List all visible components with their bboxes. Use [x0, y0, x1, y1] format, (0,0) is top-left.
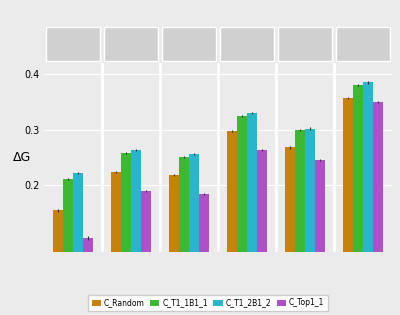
Legend: C_Random, C_T1_1B1_1, C_T1_2B1_2, C_Top1_1: C_Random, C_T1_1B1_1, C_T1_2B1_2, C_Top1…	[88, 295, 328, 311]
Text: h$^2$ 0.1: h$^2$ 0.1	[60, 45, 86, 58]
Text: h$^2$ 0.1: h$^2$ 0.1	[176, 45, 202, 58]
FancyBboxPatch shape	[162, 27, 216, 61]
Bar	[141, 191, 151, 296]
Text: r$_g$ 0.2: r$_g$ 0.2	[119, 30, 143, 43]
FancyBboxPatch shape	[278, 27, 332, 61]
Bar	[199, 194, 209, 296]
Bar	[63, 179, 73, 296]
Bar	[179, 157, 189, 296]
Text: r$_g$ 0.2: r$_g$ 0.2	[61, 30, 85, 43]
Bar	[363, 83, 373, 296]
Text: h$^2$ 0.1: h$^2$ 0.1	[292, 45, 318, 58]
Bar	[227, 131, 237, 296]
Text: h$^2$ 0.3: h$^2$ 0.3	[234, 45, 260, 58]
Text: r$_g$ 0.8: r$_g$ 0.8	[351, 30, 375, 43]
Bar	[169, 175, 179, 296]
Bar	[73, 173, 83, 296]
Bar	[305, 129, 315, 296]
Text: r$_g$ 0.8: r$_g$ 0.8	[293, 30, 317, 43]
FancyBboxPatch shape	[336, 27, 390, 61]
Bar	[343, 98, 353, 296]
Bar	[237, 116, 247, 296]
FancyBboxPatch shape	[104, 27, 158, 61]
Bar	[111, 172, 121, 296]
Bar	[285, 147, 295, 296]
Text: r$_g$ 0.5: r$_g$ 0.5	[177, 30, 201, 43]
Text: r$_g$ 0.5: r$_g$ 0.5	[235, 30, 259, 43]
Bar	[353, 85, 363, 296]
Bar	[295, 130, 305, 296]
FancyBboxPatch shape	[46, 27, 100, 61]
Bar	[131, 150, 141, 296]
Bar	[189, 154, 199, 296]
Text: h$^2$ 0.3: h$^2$ 0.3	[118, 45, 144, 58]
Y-axis label: ΔG: ΔG	[12, 151, 31, 164]
Text: h$^2$ 0.3: h$^2$ 0.3	[350, 45, 376, 58]
FancyBboxPatch shape	[220, 27, 274, 61]
Bar	[83, 238, 93, 296]
Bar	[121, 153, 131, 296]
Bar	[315, 160, 325, 296]
Bar	[373, 102, 383, 296]
Bar	[53, 210, 63, 296]
Bar	[247, 113, 257, 296]
Bar	[257, 150, 267, 296]
